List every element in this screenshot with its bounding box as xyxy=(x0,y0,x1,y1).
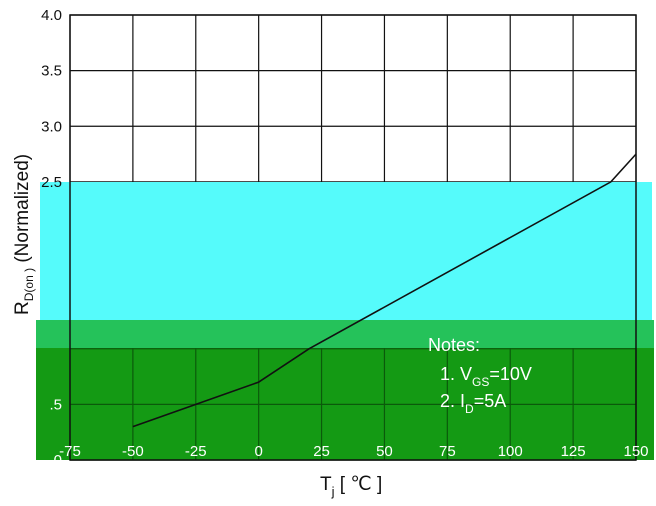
x-tick-label: 75 xyxy=(439,443,456,460)
x-tick-label: -75 xyxy=(59,443,81,460)
x-tick-label: 0 xyxy=(254,443,262,460)
y-tick-label: 2.5 xyxy=(41,174,62,191)
cyan-overlay-band xyxy=(40,182,652,320)
note-1-sub: GS xyxy=(472,375,489,389)
y-axis-label: RD(on ) (Normalized) xyxy=(12,154,36,315)
x-axis-label-unit: [ ℃ ] xyxy=(335,474,383,495)
series-layer xyxy=(132,153,637,428)
x-axis-label-sub: j xyxy=(331,484,335,499)
note-1-prefix: 1. V xyxy=(440,364,472,384)
x-tick-label: 25 xyxy=(313,443,330,460)
x-tick-labels: -75 -50 -25 0 25 50 75 100 125 150 xyxy=(59,443,648,460)
y-tick-labels: 4.0 3.5 3.0 2.5 .5 0 xyxy=(41,7,62,469)
x-tick-label: -50 xyxy=(122,443,144,460)
notes-title: Notes: xyxy=(428,335,480,355)
green-overlay-strip xyxy=(36,320,654,350)
grid-lines-overlay xyxy=(69,348,637,461)
plot-border xyxy=(69,14,637,461)
x-axis-label: Tj [ ℃ ] xyxy=(320,474,382,499)
y-tick-label: 3.0 xyxy=(41,118,62,135)
x-tick-label: 125 xyxy=(561,443,586,460)
note-1: 1. VGS=10V xyxy=(440,364,532,389)
y-tick-label: 4.0 xyxy=(41,7,62,24)
y-axis-label-main: R xyxy=(12,301,33,315)
rdson-curve xyxy=(132,153,637,428)
x-tick-label: 50 xyxy=(376,443,393,460)
x-tick-label: 150 xyxy=(623,443,648,460)
note-2-sub: D xyxy=(465,402,474,416)
y-axis-label-sub: D(on ) xyxy=(22,268,36,301)
x-tick-label: 100 xyxy=(498,443,523,460)
note-1-suffix: =10V xyxy=(489,364,532,384)
y-tick-label: .5 xyxy=(49,396,62,413)
y-axis-label-rest: (Normalized) xyxy=(12,154,33,268)
y-tick-label: 0 xyxy=(54,452,62,469)
x-axis-label-main: T xyxy=(320,474,332,495)
note-2: 2. ID=5A xyxy=(440,391,506,416)
note-2-prefix: 2. I xyxy=(440,391,465,411)
note-2-suffix: =5A xyxy=(474,391,507,411)
y-tick-label: 3.5 xyxy=(41,63,62,80)
x-tick-label: -25 xyxy=(185,443,207,460)
